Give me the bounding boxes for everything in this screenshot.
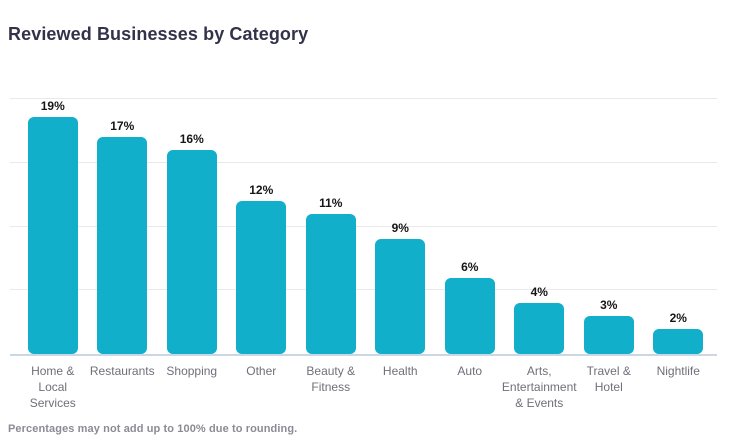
bar [583,315,634,354]
footnote: Percentages may not add up to 100% due t… [8,423,298,435]
bar [653,328,704,354]
chart-title: Reviewed Businesses by Category [8,24,309,44]
category-label-line: Hotel [594,380,623,394]
category-label-line: Travel & [586,364,631,378]
bar [375,239,426,354]
value-label: 6% [461,259,479,274]
x-axis-labels: Home & Local Services Restaurants Shopping Ot… [10,356,717,411]
value-label: 16% [179,132,204,146]
bar [97,137,148,354]
bar-column: 3% [574,99,644,354]
category-label: Shopping [157,363,227,411]
plot-area: 19% 17% 16% 12% 11% 9% 6% 4% 3% 2% [10,98,717,356]
category-label: Other [227,363,297,411]
category-label-line: Entertainment [501,380,577,394]
category-label-line: Fitness [311,380,351,394]
category-label-line: Other [246,364,277,378]
category-label-line: Health [382,364,418,378]
gridline [10,161,717,163]
category-label: Auto [435,363,505,411]
bar-column: 16% [157,99,227,354]
bar-column: 12% [227,99,297,354]
category-label: Restaurants [88,363,158,411]
category-label-line: Nightlife [656,364,700,378]
category-label: Home & Local Services [18,363,88,411]
gridline [10,98,717,99]
bar [27,117,78,354]
bar [166,150,217,354]
category-label-line: Beauty & [306,364,356,378]
value-label: 17% [110,119,135,134]
category-label-line: Restaurants [89,364,155,378]
bar [514,303,565,354]
bar-column: 17% [88,99,158,354]
value-label: 2% [669,310,687,325]
bar-column: 2% [644,99,714,354]
category-label-line: & Events [515,396,564,410]
category-label-line: Auto [457,364,483,378]
bar-column: 19% [18,99,88,354]
value-label: 19% [40,99,65,113]
value-label: 3% [600,297,618,312]
bar [305,213,356,354]
bar-column: 9% [366,99,436,354]
bars-row: 19% 17% 16% 12% 11% 9% 6% 4% 3% 2% [10,99,717,354]
value-label: 9% [391,221,409,236]
category-label-line: Local [38,380,68,394]
category-label: Arts, Entertainment & Events [501,363,577,411]
category-label-line: Shopping [166,364,218,378]
gridline [10,289,717,291]
category-label-line: Home & [31,364,75,378]
category-label: Beauty & Fitness [296,363,366,411]
gridline [10,225,717,227]
value-label: 12% [249,183,274,197]
category-label: Health [366,363,436,411]
value-label: 4% [530,285,548,299]
category-label-line: Services [29,396,76,410]
bar-column: 6% [435,99,505,354]
bar-column: 4% [505,99,575,354]
category-label: Nightlife [644,363,714,411]
category-label-line: Arts, [526,364,552,378]
bar-chart: 19% 17% 16% 12% 11% 9% 6% 4% 3% 2% Home & Local Ser… [10,98,717,411]
bar-column: 11% [296,99,366,354]
bar [444,277,495,354]
category-label: Travel & Hotel [574,363,644,411]
value-label: 11% [319,195,343,210]
bar [236,201,287,354]
